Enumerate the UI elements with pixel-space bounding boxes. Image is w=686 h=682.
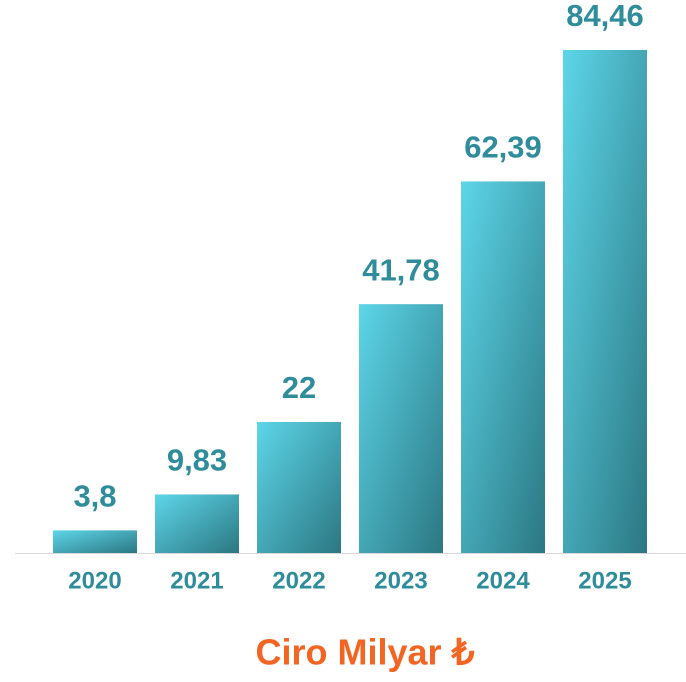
bar: [53, 530, 137, 553]
x-tick-label: 2023: [374, 567, 427, 594]
x-tick-label: 2021: [170, 567, 223, 594]
bar: [461, 181, 545, 553]
value-label: 84,46: [566, 0, 644, 33]
bar: [257, 421, 341, 553]
value-label: 3,8: [73, 479, 116, 514]
x-tick-label: 2020: [68, 567, 121, 594]
value-label: 41,78: [362, 252, 440, 287]
bar: [359, 304, 443, 553]
value-label: 9,83: [167, 443, 227, 478]
bar: [563, 50, 647, 553]
value-label: 22: [282, 370, 316, 405]
chart-title: Ciro Milyar ₺: [256, 632, 475, 673]
bar: [155, 494, 239, 553]
x-tick-label: 2022: [272, 567, 325, 594]
value-label: 62,39: [464, 130, 542, 165]
x-tick-label: 2024: [476, 567, 530, 594]
x-tick-label: 2025: [578, 567, 631, 594]
